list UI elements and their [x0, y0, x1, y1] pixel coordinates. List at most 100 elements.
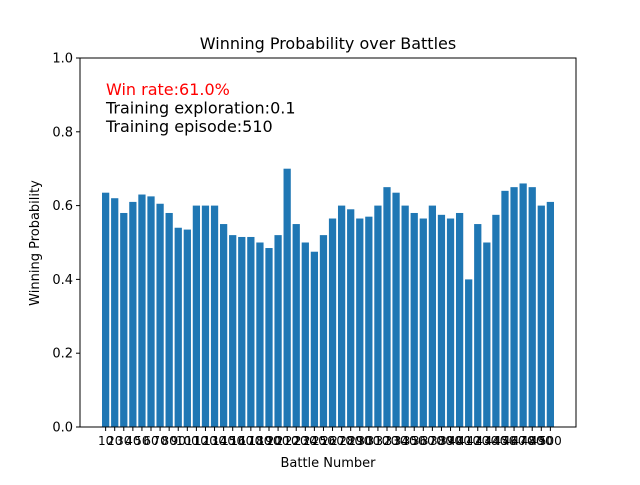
bar-100	[183, 229, 191, 427]
x-tick-label-110: 110	[185, 434, 208, 448]
x-tick-label-320: 320	[376, 434, 399, 448]
x-tick-label-280: 280	[339, 434, 362, 448]
bar-10	[102, 192, 110, 427]
bar-170	[247, 236, 255, 427]
x-axis-label: Battle Number	[280, 456, 376, 471]
x-tick-label-420: 420	[466, 434, 489, 448]
bar-390	[446, 218, 455, 427]
bar-500	[546, 201, 554, 427]
x-tick-label-90: 90	[171, 434, 186, 448]
x-tick-label-400: 400	[448, 434, 471, 448]
bar-120	[201, 205, 210, 427]
x-tick-label-130: 130	[203, 434, 226, 448]
x-tick-label-100: 100	[176, 434, 199, 448]
y-tick-label-0: 0.0	[52, 421, 73, 436]
x-tick-label-170: 170	[239, 434, 262, 448]
x-tick-label-150: 150	[221, 434, 244, 448]
bar-220	[292, 224, 300, 427]
x-tick-label-70: 70	[152, 434, 167, 448]
x-tick-label-460: 460	[503, 434, 526, 448]
x-tick-label-40: 40	[125, 434, 140, 448]
x-tick-label-440: 440	[484, 434, 507, 448]
annotations-group: Win rate:61.0%Training exploration:0.1Tr…	[105, 80, 296, 136]
bar-190	[265, 248, 273, 427]
bar-280	[347, 209, 355, 427]
bar-360	[419, 218, 427, 427]
bar-50	[138, 194, 146, 427]
x-tick-label-270: 270	[330, 434, 353, 448]
x-tick-label-20: 20	[107, 434, 122, 448]
x-tick-label-470: 470	[512, 434, 535, 448]
y-tick-label-3: 0.6	[52, 199, 73, 214]
bar-330	[392, 192, 400, 427]
bar-200	[274, 235, 282, 427]
bar-490	[537, 205, 545, 427]
bar-270	[337, 205, 346, 427]
x-tick-label-380: 380	[430, 434, 453, 448]
annotation-1: Win rate:61.0%	[106, 80, 230, 99]
x-tick-label-180: 180	[248, 434, 271, 448]
x-tick-label-190: 190	[258, 434, 281, 448]
bar-310	[374, 205, 382, 427]
bar-350	[410, 212, 418, 427]
bar-300	[365, 216, 373, 427]
x-tick-label-430: 430	[475, 434, 498, 448]
bar-400	[455, 212, 464, 427]
y-tick-label-5: 1.0	[52, 52, 73, 67]
x-tick-label-30: 30	[116, 434, 131, 448]
x-tick-label-350: 350	[403, 434, 426, 448]
x-tick-label-250: 250	[312, 434, 335, 448]
y-tick-label-2: 0.4	[52, 273, 73, 288]
plot-frame	[79, 57, 577, 428]
x-tick-label-290: 290	[348, 434, 371, 448]
bar-430	[483, 242, 491, 427]
bar-380	[437, 214, 446, 427]
x-tick-label-220: 220	[285, 434, 308, 448]
bar-90	[174, 227, 182, 427]
x-tick-label-310: 310	[366, 434, 389, 448]
x-tick-label-50: 50	[134, 434, 149, 448]
bar-40	[129, 201, 137, 427]
bar-290	[356, 218, 364, 427]
x-tick-label-80: 80	[162, 434, 177, 448]
bar-80	[165, 212, 173, 427]
x-tick-label-500: 500	[539, 434, 562, 448]
x-tick-label-410: 410	[457, 434, 480, 448]
y-axis-label: Winning Probability	[28, 180, 43, 306]
bar-210	[283, 168, 291, 427]
bar-370	[428, 205, 437, 427]
x-tick-label-260: 260	[321, 434, 344, 448]
x-tick-label-160: 160	[230, 434, 253, 448]
y-axis: 0.0 0.2 0.4 0.6 0.8 1.0	[52, 52, 80, 436]
x-tick-label-390: 390	[439, 434, 462, 448]
x-tick-label-490: 490	[530, 434, 553, 448]
bar-260	[328, 218, 337, 427]
annotation-2: Training exploration:0.1	[105, 99, 296, 118]
x-tick-label-60: 60	[143, 434, 158, 448]
x-tick-label-450: 450	[494, 434, 517, 448]
x-tick-label-10: 10	[98, 434, 113, 448]
x-tick-label-300: 300	[357, 434, 380, 448]
x-tick-label-360: 360	[412, 434, 435, 448]
x-tick-label-120: 120	[194, 434, 217, 448]
bar-70	[156, 203, 164, 427]
y-tick-label-1: 0.2	[52, 347, 73, 362]
bars-group	[102, 168, 554, 428]
bar-110	[192, 205, 201, 427]
bar-480	[528, 187, 536, 427]
chart-title: Winning Probability over Battles	[200, 34, 456, 53]
x-axis: 1020304050607080901001101201301401501601…	[98, 427, 562, 448]
bar-230	[301, 242, 309, 427]
x-tick-label-200: 200	[267, 434, 290, 448]
x-tick-label-140: 140	[212, 434, 235, 448]
x-tick-label-340: 340	[394, 434, 417, 448]
bar-460	[510, 187, 518, 427]
bar-450	[501, 190, 509, 427]
bar-470	[519, 183, 527, 427]
bar-250	[319, 235, 328, 427]
x-tick-label-330: 330	[385, 434, 408, 448]
y-tick-label-4: 0.8	[52, 125, 73, 140]
bar-140	[219, 224, 228, 427]
bar-30	[120, 212, 128, 427]
